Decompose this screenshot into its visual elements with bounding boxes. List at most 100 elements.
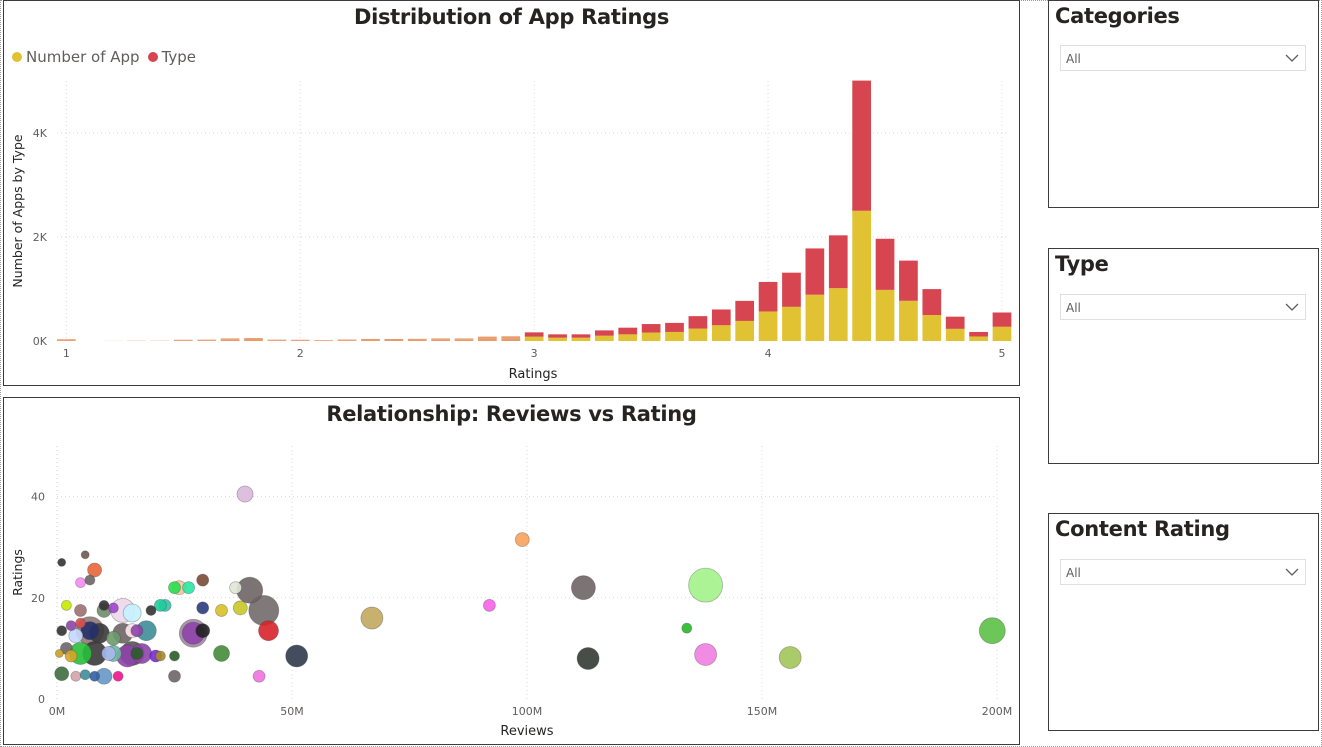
scatter-point[interactable]: [576, 647, 600, 670]
scatter-point[interactable]: [153, 598, 167, 612]
bar-number-of-app[interactable]: [665, 331, 684, 341]
scatter-point[interactable]: [694, 643, 717, 666]
scatter-point[interactable]: [360, 606, 384, 630]
scatter-point[interactable]: [87, 562, 102, 578]
bar-type[interactable]: [711, 309, 731, 326]
bar-number-of-app[interactable]: [758, 311, 778, 341]
bar-number-of-app[interactable]: [571, 337, 591, 341]
bar-number-of-app[interactable]: [173, 340, 193, 341]
content-rating-dropdown[interactable]: All: [1060, 559, 1306, 585]
bar-number-of-app[interactable]: [501, 338, 521, 341]
bar-type[interactable]: [945, 316, 965, 329]
scatter-point[interactable]: [482, 598, 496, 612]
bar-number-of-app[interactable]: [548, 337, 567, 341]
bar-number-of-app[interactable]: [594, 335, 614, 341]
bar-type[interactable]: [197, 339, 217, 341]
bar-type[interactable]: [407, 338, 427, 340]
bar-number-of-app[interactable]: [431, 339, 450, 341]
bar-number-of-app[interactable]: [361, 339, 380, 341]
scatter-point[interactable]: [79, 669, 91, 681]
scatter-point[interactable]: [195, 623, 211, 639]
scatter-point[interactable]: [196, 601, 210, 615]
scatter-point[interactable]: [688, 567, 723, 603]
bar-type[interactable]: [594, 330, 614, 336]
scatter-point[interactable]: [80, 550, 90, 560]
scatter-point[interactable]: [196, 573, 210, 587]
bar-type[interactable]: [244, 338, 263, 340]
scatter-point[interactable]: [64, 649, 78, 663]
bar-type[interactable]: [57, 339, 76, 341]
scatter-point[interactable]: [84, 574, 96, 586]
scatter-point[interactable]: [778, 646, 802, 669]
bar-type[interactable]: [267, 339, 287, 341]
bar-type[interactable]: [361, 338, 380, 340]
bar-type[interactable]: [618, 327, 638, 335]
bar-type[interactable]: [828, 235, 848, 289]
scatter-point[interactable]: [68, 628, 84, 644]
bar-number-of-app[interactable]: [337, 340, 357, 341]
bar-type[interactable]: [548, 334, 567, 338]
scatter-point[interactable]: [258, 620, 279, 642]
scatter-point[interactable]: [514, 532, 530, 548]
scatter-point[interactable]: [213, 645, 230, 662]
scatter-point[interactable]: [106, 630, 121, 646]
scatter-point[interactable]: [236, 485, 254, 503]
bar-number-of-app[interactable]: [945, 328, 965, 341]
scatter-point[interactable]: [122, 603, 142, 623]
bar-type[interactable]: [992, 312, 1012, 327]
bar-type[interactable]: [290, 339, 310, 341]
scatter-point[interactable]: [182, 581, 196, 595]
bar-number-of-app[interactable]: [267, 340, 287, 341]
bar-type[interactable]: [688, 316, 708, 329]
scatter-point[interactable]: [70, 670, 82, 682]
bar-type[interactable]: [805, 248, 825, 295]
scatter-point[interactable]: [112, 670, 124, 682]
scatter-point[interactable]: [54, 666, 70, 682]
bar-type[interactable]: [454, 338, 474, 340]
scatter-point[interactable]: [215, 604, 228, 617]
scatter-point[interactable]: [232, 600, 248, 616]
bar-type[interactable]: [571, 334, 591, 338]
scatter-point[interactable]: [80, 621, 100, 641]
bar-number-of-app[interactable]: [852, 210, 871, 341]
scatter-point[interactable]: [61, 599, 72, 611]
bar-number-of-app[interactable]: [641, 332, 661, 341]
scatter-point[interactable]: [57, 557, 67, 567]
bar-type[interactable]: [665, 322, 684, 332]
bar-number-of-app[interactable]: [454, 339, 474, 341]
bar-type[interactable]: [501, 336, 521, 339]
scatter-point[interactable]: [130, 647, 144, 660]
bar-type[interactable]: [852, 80, 871, 211]
bar-number-of-app[interactable]: [244, 339, 263, 341]
bar-number-of-app[interactable]: [478, 338, 497, 341]
bar-number-of-app[interactable]: [711, 325, 731, 341]
legend-item-number-of-app[interactable]: Number of App: [12, 48, 140, 66]
scatter-point[interactable]: [54, 649, 64, 658]
scatter-point[interactable]: [681, 622, 693, 634]
bar-type[interactable]: [782, 272, 801, 307]
scatter-point[interactable]: [130, 624, 144, 638]
bar-number-of-app[interactable]: [290, 340, 310, 341]
scatter-point[interactable]: [169, 650, 180, 662]
scatter-point[interactable]: [252, 669, 266, 683]
bar-number-of-app[interactable]: [969, 336, 988, 341]
bar-number-of-app[interactable]: [57, 340, 76, 341]
bar-number-of-app[interactable]: [618, 334, 638, 341]
bar-type[interactable]: [173, 339, 193, 341]
bar-type[interactable]: [220, 338, 240, 340]
bar-number-of-app[interactable]: [735, 320, 755, 341]
bar-number-of-app[interactable]: [220, 339, 240, 341]
scatter-point[interactable]: [89, 670, 100, 682]
categories-dropdown[interactable]: All: [1060, 45, 1306, 71]
bar-type[interactable]: [384, 339, 404, 341]
bar-type[interactable]: [735, 300, 755, 321]
scatter-point[interactable]: [978, 617, 1006, 645]
bar-type[interactable]: [524, 332, 544, 337]
bar-number-of-app[interactable]: [688, 328, 708, 341]
scatter-point[interactable]: [285, 644, 309, 668]
scatter-point[interactable]: [108, 602, 119, 614]
scatter-point[interactable]: [571, 575, 596, 601]
scatter-point[interactable]: [56, 625, 68, 637]
scatter-point[interactable]: [229, 581, 243, 595]
bar-number-of-app[interactable]: [875, 289, 895, 341]
